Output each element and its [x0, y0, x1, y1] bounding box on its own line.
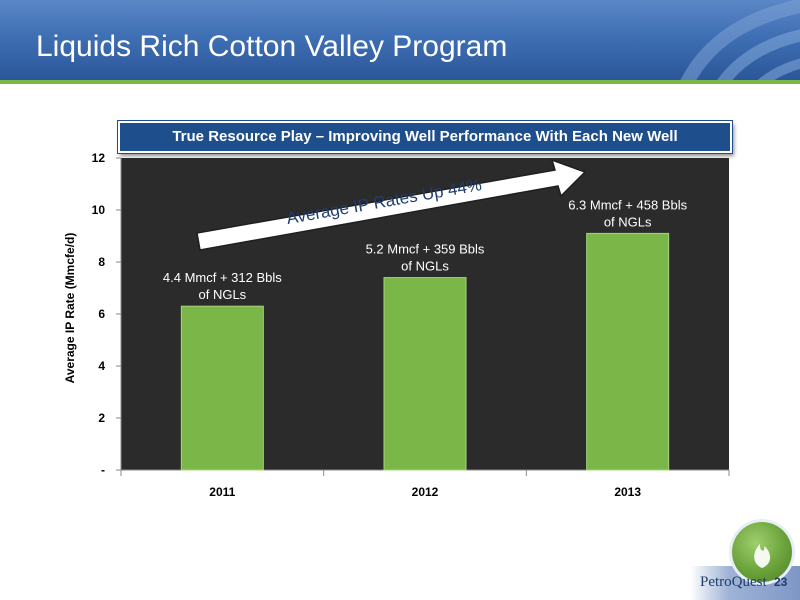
y-tick-label: 4: [98, 359, 105, 373]
data-label: 4.4 Mmcf + 312 Bbls: [163, 270, 282, 285]
y-axis-title: Average IP Rate (Mmcfe/d): [63, 232, 77, 384]
y-axis: - 2 4 6 8 10 12: [92, 151, 122, 477]
header-divider: [0, 80, 800, 84]
slide-header: Liquids Rich Cotton Valley Program: [0, 0, 800, 80]
bar-series: [180, 232, 670, 471]
swoosh-graphic: [680, 0, 800, 80]
y-tick-label: 2: [98, 411, 105, 425]
bar: [586, 232, 670, 471]
y-tick-label: 8: [98, 255, 105, 269]
x-tick-label: 2013: [614, 485, 641, 499]
bar: [180, 305, 264, 471]
data-label: of NGLs: [198, 287, 246, 302]
y-tick-label: 10: [92, 203, 106, 217]
data-label: 6.3 Mmcf + 458 Bbls: [568, 197, 687, 212]
data-label: of NGLs: [401, 259, 449, 274]
page-number: 23: [774, 575, 788, 589]
bar: [383, 277, 467, 471]
y-tick-label: -: [101, 463, 105, 477]
x-axis: 2011 2012 2013: [120, 469, 730, 499]
data-label: of NGLs: [604, 214, 652, 229]
banner-callout: True Resource Play – Improving Well Perf…: [118, 121, 732, 153]
flame-icon: [732, 522, 792, 582]
x-tick-label: 2012: [412, 485, 439, 499]
data-label: 5.2 Mmcf + 359 Bbls: [366, 242, 485, 257]
brand-logo-text: PetroQuest: [700, 574, 767, 590]
page-title: Liquids Rich Cotton Valley Program: [36, 30, 508, 63]
y-tick-label: 6: [98, 307, 105, 321]
data-labels: 4.4 Mmcf + 312 Bbls of NGLs 5.2 Mmcf + 359…: [163, 197, 688, 302]
y-tick-label: 12: [92, 151, 106, 165]
arrow-shape: [196, 158, 587, 251]
x-tick-label: 2011: [209, 485, 235, 499]
